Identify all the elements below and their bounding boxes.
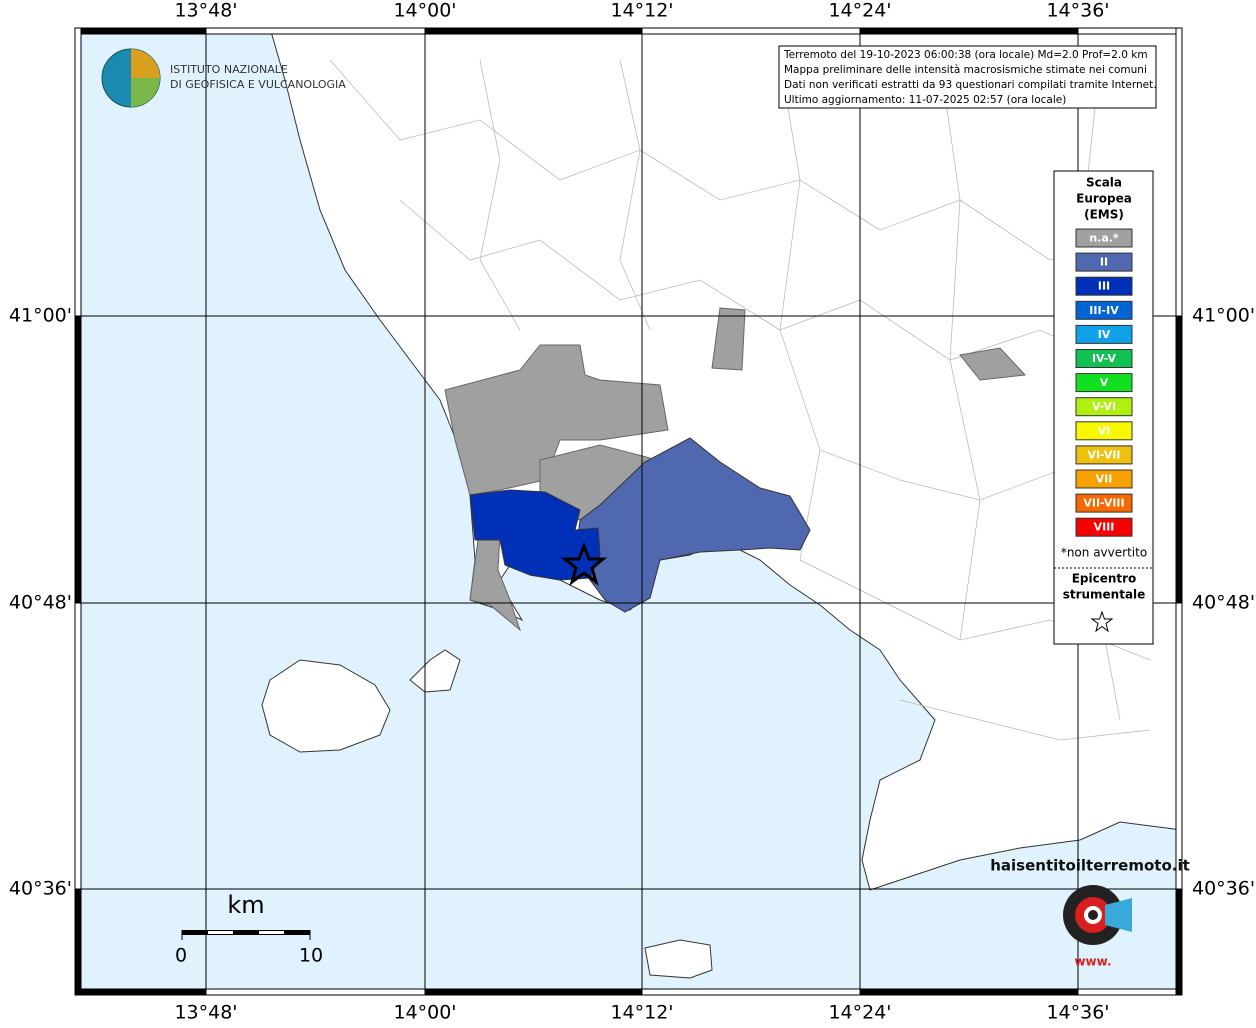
frame-bar <box>74 988 207 996</box>
legend-swatch <box>1075 349 1133 368</box>
frame-bar <box>205 988 426 996</box>
lat-label: 40°48' <box>1192 592 1255 614</box>
legend-label: V <box>1100 376 1109 389</box>
lat-label: 41°00' <box>1192 305 1255 327</box>
legend-label: III <box>1098 280 1110 293</box>
frame-bar <box>74 27 82 317</box>
frame-bar <box>1077 27 1183 35</box>
frame-bar <box>205 27 426 35</box>
info-box <box>778 45 1157 109</box>
lat-label: 40°36' <box>1192 878 1255 900</box>
legend-label: VI-VII <box>1087 448 1120 461</box>
legend-label: VI <box>1098 424 1111 437</box>
frame-bar <box>641 27 861 35</box>
info-line: Dati non verificati estratti da 93 quest… <box>784 79 1157 91</box>
scale-label: 0 <box>175 945 187 967</box>
legend-swatch <box>1075 469 1133 489</box>
intensity-ii <box>574 437 811 613</box>
legend-label: VII <box>1096 473 1113 486</box>
legend: ScalaEuropea(EMS)n.a.*IIIIIIII-IVIVIV-VV… <box>1054 176 1153 633</box>
legend-swatch <box>1075 228 1133 248</box>
legend-swatch <box>1075 445 1133 465</box>
legend-swatch <box>1075 373 1133 393</box>
legend-title: Europea <box>1076 192 1132 206</box>
axis-labels: 13°48' 13°48' 14°00' 14°00' 14°12' 14°12' 14°2… <box>9 0 1255 1024</box>
site-name: haisentitoilterremoto.it <box>990 857 1190 875</box>
legend-note: *non avvertito <box>1061 546 1147 560</box>
frame-bar <box>1175 602 1183 890</box>
info-line: Ultimo aggiornamento: 11-07-2025 02:57 (… <box>784 94 1066 106</box>
legend-star <box>1090 610 1114 633</box>
frame-bar <box>74 602 82 890</box>
lon-label: 13°48' <box>174 0 237 22</box>
legend-epicenter: Epicentro <box>1072 572 1137 586</box>
legend-title: (EMS) <box>1084 208 1124 222</box>
logo-text: ISTITUTO NAZIONALE <box>170 63 288 76</box>
epicenter <box>560 541 608 586</box>
site-prefix: www. <box>1074 955 1111 969</box>
scale-bar: km 0 10 <box>175 891 323 967</box>
frame-bar <box>859 988 1079 996</box>
legend-swatch <box>1075 324 1133 344</box>
logo-text: DI GEOFISICA E VULCANOLOGIA <box>170 78 346 91</box>
lon-label: 14°24' <box>828 1002 891 1024</box>
legend-label: II <box>1100 256 1108 269</box>
lon-label: 13°48' <box>174 1002 237 1024</box>
lon-label: 14°24' <box>828 0 891 22</box>
frame-bar <box>74 888 82 996</box>
frame-bar <box>1175 888 1183 996</box>
frame-bar <box>641 988 861 996</box>
legend-label: IV <box>1098 328 1111 341</box>
frame-bar <box>74 27 207 35</box>
legend-swatch <box>1075 252 1133 272</box>
legend-label: III-IV <box>1089 304 1119 317</box>
legend-box <box>1053 170 1154 645</box>
lat-label: 40°48' <box>9 592 72 614</box>
info-text: Terremoto del 19-10-2023 06:00:38 (ora l… <box>783 49 1157 106</box>
ingv-logo: ISTITUTO NAZIONALE DI GEOFISICA E VULCAN… <box>101 48 346 108</box>
graticule <box>75 28 1182 995</box>
scale-label: 10 <box>299 945 323 967</box>
site-logo: haisentitoilterremoto.it www. <box>990 857 1190 969</box>
info-line: Terremoto del 19-10-2023 06:00:38 (ora l… <box>783 49 1148 61</box>
legend-swatch <box>1075 421 1133 441</box>
legend-swatch <box>1075 276 1133 296</box>
legend-swatch <box>1075 300 1133 320</box>
municipal-borders <box>329 59 1151 741</box>
frame-bar <box>1077 988 1183 996</box>
lon-label: 14°00' <box>393 1002 456 1024</box>
frame-bar <box>859 27 1079 35</box>
frame-bar <box>1175 27 1183 317</box>
legend-label: IV-V <box>1092 352 1117 365</box>
legend-swatch <box>1075 517 1133 537</box>
capri <box>644 939 713 979</box>
legend-label: VII-VIII <box>1083 497 1124 510</box>
lat-label: 40°36' <box>9 878 72 900</box>
scale-unit: km <box>227 891 264 919</box>
lon-label: 14°00' <box>393 0 456 22</box>
frame-bar <box>1175 315 1183 604</box>
info-line: Mappa preliminare delle intensità macros… <box>784 64 1147 76</box>
lon-label: 14°12' <box>610 1002 673 1024</box>
lon-label: 14°36' <box>1046 1002 1109 1024</box>
frame-bar <box>424 27 643 35</box>
legend-label: V-VI <box>1092 400 1116 413</box>
frame-bars <box>74 27 1183 996</box>
legend-swatch <box>1075 397 1133 417</box>
frame-bar <box>424 988 643 996</box>
lon-label: 14°36' <box>1046 0 1109 22</box>
legend-swatch <box>1075 493 1133 513</box>
legend-epicenter: strumentale <box>1063 588 1146 602</box>
frame-bar <box>74 315 82 604</box>
legend-title: Scala <box>1086 176 1122 190</box>
lon-label: 14°12' <box>610 0 673 22</box>
lat-label: 41°00' <box>9 305 72 327</box>
legend-label: VIII <box>1094 521 1115 534</box>
ischia <box>261 659 391 753</box>
legend-label: n.a.* <box>1089 232 1119 245</box>
